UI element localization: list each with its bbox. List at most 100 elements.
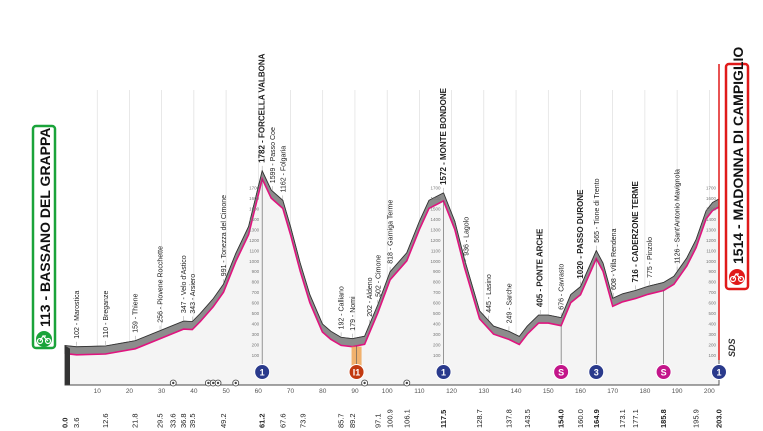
axis-tick-label: 110: [414, 388, 425, 395]
km-marker-label: 100.9: [386, 409, 395, 428]
axis-tick-label: 10: [94, 388, 102, 395]
location-label: 102 - Marostica: [74, 290, 81, 338]
location-label: 249 - Sarche: [506, 283, 513, 323]
alt-tick-valbona: 1100: [249, 248, 259, 253]
finish-box: 1514 - MADONNA DI CAMPIGLIO: [724, 47, 750, 291]
km-marker-label: 67.6: [278, 413, 287, 428]
checkpoint-icon: [361, 379, 369, 387]
alt-tick-bondone: 1500: [431, 206, 442, 211]
alt-tick-campiglio: 1500: [706, 206, 717, 211]
km-marker-label: 12.6: [101, 413, 110, 428]
alt-tick-campiglio: 200: [708, 343, 716, 348]
km-marker-label: 3.6: [72, 418, 81, 428]
km-marker-label: 164.9: [592, 409, 601, 428]
location-label: 1126 - Sant'Antonio Mavignola: [675, 169, 682, 264]
svg-text:3: 3: [594, 368, 599, 378]
alt-tick-bondone: 1700: [431, 185, 442, 190]
km-marker-label: 106.1: [402, 409, 411, 428]
location-label: 1572 - MONTE BONDONE: [439, 87, 448, 185]
alt-tick-bondone: 1000: [431, 259, 442, 264]
alt-tick-bondone: 600: [433, 301, 441, 306]
location-label: 343 - Arsiero: [190, 274, 197, 314]
km-marker-label: 154.0: [557, 409, 566, 428]
alt-tick-campiglio: 300: [708, 332, 716, 337]
distance-axis: 10 20 30 40 50 60 70 80 90 100 110 120 130 140 150 160 1…: [61, 379, 724, 428]
alt-tick-bondone: 900: [433, 269, 441, 274]
location-label: 1020 - PASSO DURONE: [576, 189, 585, 279]
location-label: 110 - Breganze: [103, 291, 110, 338]
location-labels: 102 - Marostica 110 - Breganze 159 - Thien…: [74, 53, 682, 346]
location-label: 991 - Tonezza del Cimone: [221, 195, 228, 276]
alt-tick-bondone: 100: [433, 353, 441, 358]
axis-tick-label: 50: [222, 388, 230, 395]
location-label: 1599 - Passo Coe: [270, 127, 277, 183]
axis-tick-label: 80: [319, 388, 327, 395]
elevation-profile: 100 100 100 200 200 200 300 300 300 400 400 400 500 5…: [64, 169, 720, 386]
alt-tick-bondone: 700: [433, 290, 441, 295]
alt-tick-campiglio: 1200: [706, 238, 717, 243]
km-marker-label: 185.8: [659, 409, 668, 428]
alt-tick-bondone: 1100: [431, 248, 441, 253]
km-marker-label: 203.0: [715, 409, 724, 428]
alt-tick-bondone: 300: [433, 332, 441, 337]
finish-label: 1514 - MADONNA DI CAMPIGLIO: [730, 47, 746, 264]
axis-tick-label: 130: [478, 388, 489, 395]
axis-tick-label: 200: [704, 388, 715, 395]
axis-tick-label: 20: [126, 388, 134, 395]
alt-tick-campiglio: 700: [708, 290, 716, 295]
alt-tick-valbona: 700: [252, 290, 260, 295]
alt-tick-valbona: 500: [252, 311, 260, 316]
km-marker-label: 97.1: [373, 413, 382, 428]
svg-text:1: 1: [260, 368, 265, 378]
alt-tick-campiglio: 600: [708, 301, 716, 306]
alt-tick-campiglio: 400: [708, 322, 716, 327]
axis-tick-label: 60: [255, 388, 263, 395]
alt-tick-valbona: 300: [252, 332, 260, 337]
location-label: 502 - Cimone: [375, 255, 382, 297]
km-marker-label: 137.8: [504, 409, 513, 428]
svg-text:I1: I1: [353, 368, 361, 378]
alt-tick-valbona: 900: [252, 269, 260, 274]
badge-icon: 3: [588, 258, 605, 380]
alt-tick-valbona: 100: [252, 353, 260, 358]
km-marker-label: 21.8: [131, 413, 140, 428]
alt-tick-bondone: 400: [433, 322, 441, 327]
alt-tick-bondone: 500: [433, 311, 441, 316]
alt-tick-campiglio: 800: [708, 280, 716, 285]
km-marker-label: 117.5: [439, 410, 448, 428]
location-label: 565 - Tione di Trento: [594, 178, 601, 242]
location-label: 347 - Velo d'Astico: [181, 255, 188, 313]
axis-tick-label: 70: [287, 388, 295, 395]
km-marker-label: 160.0: [576, 409, 585, 428]
checkpoint-icon: [169, 379, 177, 387]
alt-tick-campiglio: 1700: [706, 185, 717, 190]
alt-tick-campiglio: 900: [708, 269, 716, 274]
km-marker-label: 39.5: [188, 413, 197, 428]
badge-icon: 1: [254, 178, 271, 380]
alt-tick-campiglio: 1600: [706, 196, 717, 201]
location-label: 1162 - Folgaria: [280, 146, 287, 193]
alt-tick-campiglio: 1400: [706, 217, 717, 222]
location-label: 445 - Lasino: [486, 274, 493, 313]
alt-tick-bondone: 1400: [431, 217, 442, 222]
alt-tick-bondone: 200: [433, 343, 441, 348]
location-label: 818 - Garniga Terme: [388, 200, 395, 264]
location-label: 608 - Villa Rendena: [611, 228, 618, 289]
km-marker-label: 173.1: [618, 409, 627, 428]
start-box: 113 - BASSANO DEL GRAPPA: [31, 124, 57, 350]
alt-tick-campiglio: 500: [708, 311, 716, 316]
location-label: 936 - Lagolo: [463, 217, 470, 256]
km-marker-label: 143.5: [523, 409, 532, 428]
km-marker-label: 195.9: [692, 409, 701, 428]
bike-icon: [36, 335, 52, 345]
alt-tick-bondone: 1600: [431, 196, 442, 201]
alt-tick-valbona: 1700: [249, 185, 260, 190]
alt-tick-bondone: 800: [433, 280, 441, 285]
axis-tick-label: 140: [511, 388, 522, 395]
bike-icon: [729, 273, 745, 283]
location-label: 192 - Calliano: [339, 286, 346, 329]
location-label: 405 - PONTE ARCHE: [536, 228, 545, 307]
axis-tick-label: 40: [190, 388, 198, 395]
axis-tick-label: 170: [607, 388, 618, 395]
